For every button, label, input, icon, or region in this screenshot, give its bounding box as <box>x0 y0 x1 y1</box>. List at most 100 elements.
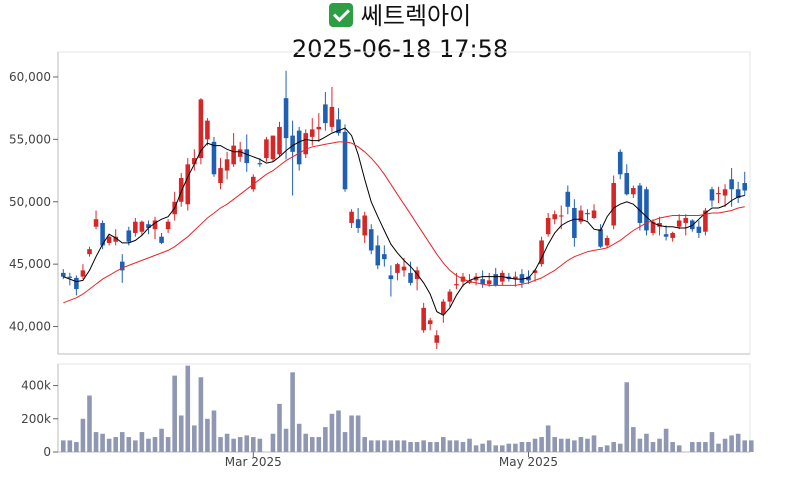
candle <box>650 219 656 236</box>
candle <box>93 210 99 230</box>
date-tick-label: May 2025 <box>499 455 558 469</box>
candle <box>368 224 374 255</box>
volume-bar <box>106 438 112 452</box>
candle <box>395 262 400 281</box>
candle <box>552 210 557 225</box>
volume-bar <box>735 433 741 452</box>
volume-bar <box>644 433 649 452</box>
volume-bar <box>211 410 217 452</box>
candle <box>441 299 446 323</box>
volume-bar <box>237 437 243 452</box>
volume-bar <box>224 433 230 452</box>
volume-bar <box>126 437 132 452</box>
volume-bar <box>572 440 577 452</box>
volume-bar <box>119 432 125 452</box>
candle <box>382 245 387 267</box>
candle <box>159 232 164 245</box>
volume-bar <box>257 438 263 452</box>
volume-bar <box>696 442 702 452</box>
volume-bar <box>650 442 656 452</box>
candle <box>434 330 440 350</box>
volume-bar <box>146 438 151 452</box>
volume-bar <box>598 447 603 452</box>
volume-bar <box>506 443 512 452</box>
price-tick-label: 40,000 <box>9 320 51 334</box>
volume-bar <box>657 438 662 452</box>
candle <box>165 219 171 233</box>
volume-bar <box>277 403 282 452</box>
volume-tick-label: 0 <box>43 445 51 459</box>
volume-bar <box>303 433 309 452</box>
candle <box>414 266 420 291</box>
volume-bar <box>703 442 708 452</box>
candle <box>578 205 584 225</box>
candle <box>735 181 741 203</box>
candle <box>572 199 577 247</box>
volume-bar <box>342 432 348 452</box>
volume-bar <box>722 438 728 452</box>
volume-bar <box>80 418 86 452</box>
candle <box>716 186 721 203</box>
candle <box>362 211 367 243</box>
volume-bar <box>748 440 754 452</box>
candle <box>133 217 138 237</box>
candle <box>631 185 636 199</box>
volume-bar <box>709 432 715 452</box>
volume-bar <box>139 432 145 452</box>
volume-bar <box>205 418 210 452</box>
volume-bar <box>172 375 177 452</box>
volume-bar <box>611 442 616 452</box>
candle <box>113 229 118 246</box>
candle <box>211 136 217 177</box>
volume-bar <box>60 440 66 452</box>
volume-bar <box>165 437 171 452</box>
candle <box>722 184 728 207</box>
volume-bar <box>355 415 361 452</box>
candle <box>146 220 151 235</box>
volume-bar <box>152 437 158 452</box>
volume-bar <box>323 427 328 452</box>
candle <box>670 231 675 242</box>
volume-bar <box>375 440 381 452</box>
volume-bar <box>578 437 584 452</box>
candle <box>303 129 309 159</box>
volume-bar <box>251 437 256 452</box>
candle <box>316 113 322 142</box>
candle <box>119 254 125 283</box>
volume-bar <box>178 415 184 452</box>
volume-bar <box>231 438 236 452</box>
volume-bar <box>421 440 426 452</box>
candle <box>74 275 79 296</box>
volume-bar <box>198 377 204 452</box>
volume-bar <box>670 442 675 452</box>
candle <box>218 158 223 190</box>
volume-bar <box>159 428 164 452</box>
volume-bar <box>133 440 138 452</box>
candle <box>309 118 315 146</box>
volume-bar <box>663 428 669 452</box>
candle <box>683 214 689 236</box>
candle <box>427 317 433 331</box>
volume-bar <box>316 437 322 452</box>
candle <box>657 216 662 236</box>
long-moving-average-line <box>63 141 745 304</box>
volume-bar <box>565 438 571 452</box>
volume-tick-label: 200k <box>21 412 51 426</box>
volume-bar <box>486 440 492 452</box>
candle <box>598 224 603 248</box>
price-tick-label: 45,000 <box>9 257 51 271</box>
volume-bar <box>716 443 721 452</box>
candle <box>545 212 551 237</box>
candle <box>172 191 177 221</box>
candle <box>644 186 649 236</box>
volume-bar <box>395 440 400 452</box>
volume-bar <box>513 443 518 452</box>
volume-bar <box>336 410 341 452</box>
volume-bar <box>532 438 538 452</box>
volume-tick-label: 400k <box>21 379 51 393</box>
volume-bar <box>631 427 636 452</box>
volume-bar <box>382 440 387 452</box>
volume-bar <box>604 445 610 452</box>
volume-bar <box>93 432 99 452</box>
candle <box>139 220 145 236</box>
